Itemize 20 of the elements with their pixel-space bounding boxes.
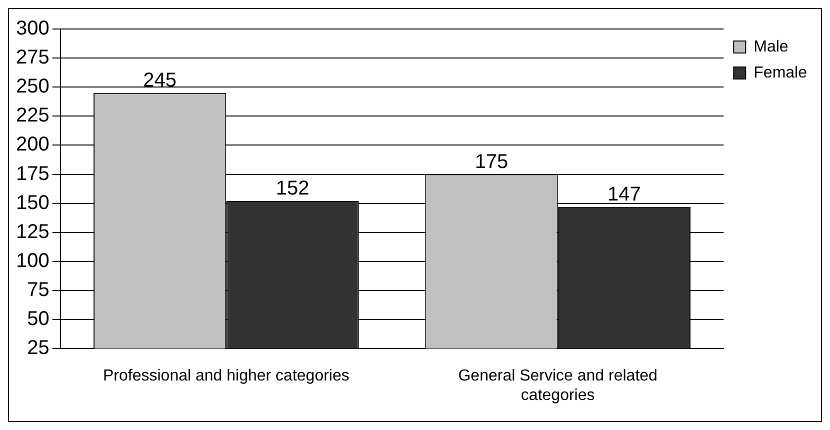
y-tick-label: 225 — [16, 104, 50, 127]
x-tick-label: General Service and related categories — [458, 368, 658, 404]
y-tick-label: 25 — [27, 337, 50, 360]
data-label: 152 — [276, 178, 310, 200]
legend-label: Female — [754, 64, 808, 82]
y-tick-label: 50 — [27, 308, 50, 330]
data-label: 175 — [474, 150, 508, 173]
data-label: 245 — [143, 69, 177, 92]
data-label: 147 — [607, 183, 641, 206]
y-tick-label: 150 — [16, 192, 50, 214]
y-tick-label: 75 — [27, 279, 50, 302]
legend-label: Male — [754, 38, 788, 56]
y-tick-label: 100 — [16, 250, 50, 272]
y-tick-label: 275 — [16, 46, 50, 69]
y-tick-label: 250 — [16, 76, 50, 98]
x-tick-label: Professional and higher categories — [103, 368, 350, 385]
y-tick-label: 200 — [16, 134, 50, 156]
y-tick-label: 300 — [16, 18, 50, 40]
y-tick-label: 175 — [16, 162, 50, 185]
y-tick-label: 125 — [16, 220, 50, 243]
